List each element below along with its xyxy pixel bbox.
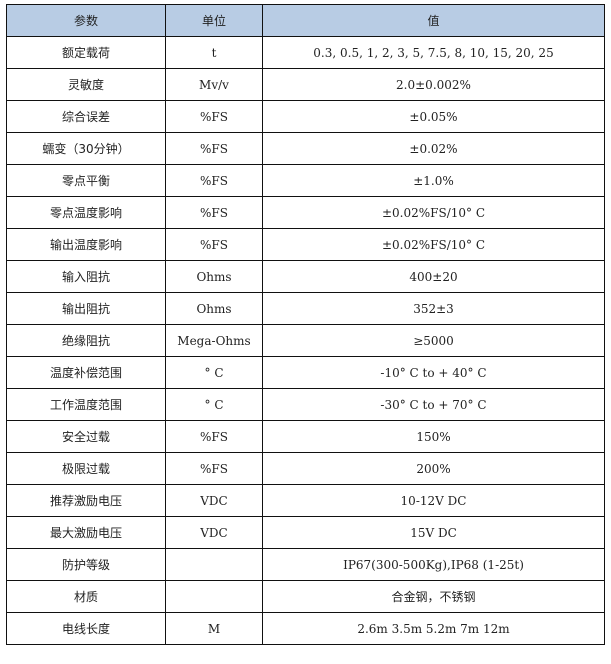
table-row: 零点平衡 %FS ±1.0%: [6, 164, 605, 197]
table-row: 输入阻抗 Ohms 400±20: [6, 260, 605, 293]
header-value: 值: [262, 4, 605, 37]
unit-cell: %FS: [165, 164, 263, 197]
unit-cell: t: [165, 36, 263, 69]
param-cell: 蠕变（30分钟）: [6, 132, 166, 165]
table-row: 防护等级 IP67(300-500Kg),IP68 (1-25t): [6, 548, 605, 581]
table-row: 输出阻抗 Ohms 352±3: [6, 292, 605, 325]
param-cell: 电线长度: [6, 612, 166, 645]
unit-cell: Mega-Ohms: [165, 324, 263, 357]
unit-cell: VDC: [165, 516, 263, 549]
param-cell: 极限过载: [6, 452, 166, 485]
table-row: 绝缘阻抗 Mega-Ohms ≥5000: [6, 324, 605, 357]
param-cell: 防护等级: [6, 548, 166, 581]
table-row: 极限过载 %FS 200%: [6, 452, 605, 485]
table-row: 材质 合金钢，不锈钢: [6, 580, 605, 613]
param-cell: 材质: [6, 580, 166, 613]
value-cell: 15V DC: [262, 516, 605, 549]
unit-cell: %FS: [165, 132, 263, 165]
param-cell: 输入阻抗: [6, 260, 166, 293]
value-cell: 400±20: [262, 260, 605, 293]
table-row: 输出温度影响 %FS ±0.02%FS/10° C: [6, 228, 605, 261]
value-cell: 0.3, 0.5, 1, 2, 3, 5, 7.5, 8, 10, 15, 20…: [262, 36, 605, 69]
value-cell: ±0.02%: [262, 132, 605, 165]
value-cell: ±0.02%FS/10° C: [262, 228, 605, 261]
value-cell: -10° C to + 40° C: [262, 356, 605, 389]
table-row: 温度补偿范围 ° C -10° C to + 40° C: [6, 356, 605, 389]
unit-cell: %FS: [165, 228, 263, 261]
param-cell: 输出温度影响: [6, 228, 166, 261]
table-row: 零点温度影响 %FS ±0.02%FS/10° C: [6, 196, 605, 229]
param-cell: 灵敏度: [6, 68, 166, 101]
table-row: 灵敏度 Mv/v 2.0±0.002%: [6, 68, 605, 101]
table-row: 电线长度 M 2.6m 3.5m 5.2m 7m 12m: [6, 612, 605, 645]
value-cell: 合金钢，不锈钢: [262, 580, 605, 613]
param-cell: 零点平衡: [6, 164, 166, 197]
unit-cell: %FS: [165, 100, 263, 133]
param-cell: 温度补偿范围: [6, 356, 166, 389]
value-cell: ±0.02%FS/10° C: [262, 196, 605, 229]
value-cell: ±0.05%: [262, 100, 605, 133]
unit-cell: Ohms: [165, 292, 263, 325]
unit-cell: M: [165, 612, 263, 645]
unit-cell: Ohms: [165, 260, 263, 293]
param-cell: 零点温度影响: [6, 196, 166, 229]
unit-cell: [165, 580, 263, 613]
table-row: 综合误差 %FS ±0.05%: [6, 100, 605, 133]
table-row: 蠕变（30分钟） %FS ±0.02%: [6, 132, 605, 165]
value-cell: -30° C to + 70° C: [262, 388, 605, 421]
header-unit: 单位: [165, 4, 263, 37]
table-row: 推荐激励电压 VDC 10-12V DC: [6, 484, 605, 517]
value-cell: 2.0±0.002%: [262, 68, 605, 101]
param-cell: 推荐激励电压: [6, 484, 166, 517]
table-row: 最大激励电压 VDC 15V DC: [6, 516, 605, 549]
param-cell: 最大激励电压: [6, 516, 166, 549]
param-cell: 工作温度范围: [6, 388, 166, 421]
value-cell: 200%: [262, 452, 605, 485]
table-header-row: 参数 单位 值: [6, 4, 605, 37]
value-cell: ±1.0%: [262, 164, 605, 197]
unit-cell: %FS: [165, 452, 263, 485]
value-cell: IP67(300-500Kg),IP68 (1-25t): [262, 548, 605, 581]
value-cell: 150%: [262, 420, 605, 453]
table-row: 安全过载 %FS 150%: [6, 420, 605, 453]
unit-cell: ° C: [165, 356, 263, 389]
param-cell: 综合误差: [6, 100, 166, 133]
value-cell: 10-12V DC: [262, 484, 605, 517]
value-cell: 352±3: [262, 292, 605, 325]
unit-cell: %FS: [165, 420, 263, 453]
table-row: 工作温度范围 ° C -30° C to + 70° C: [6, 388, 605, 421]
unit-cell: %FS: [165, 196, 263, 229]
param-cell: 额定载荷: [6, 36, 166, 69]
param-cell: 绝缘阻抗: [6, 324, 166, 357]
unit-cell: ° C: [165, 388, 263, 421]
unit-cell: [165, 548, 263, 581]
param-cell: 安全过载: [6, 420, 166, 453]
unit-cell: VDC: [165, 484, 263, 517]
unit-cell: Mv/v: [165, 68, 263, 101]
header-param: 参数: [6, 4, 166, 37]
spec-table: 参数 单位 值 额定载荷 t 0.3, 0.5, 1, 2, 3, 5, 7.5, …: [6, 4, 605, 645]
value-cell: ≥5000: [262, 324, 605, 357]
param-cell: 输出阻抗: [6, 292, 166, 325]
table-row: 额定载荷 t 0.3, 0.5, 1, 2, 3, 5, 7.5, 8, 10, 1…: [6, 36, 605, 69]
value-cell: 2.6m 3.5m 5.2m 7m 12m: [262, 612, 605, 645]
